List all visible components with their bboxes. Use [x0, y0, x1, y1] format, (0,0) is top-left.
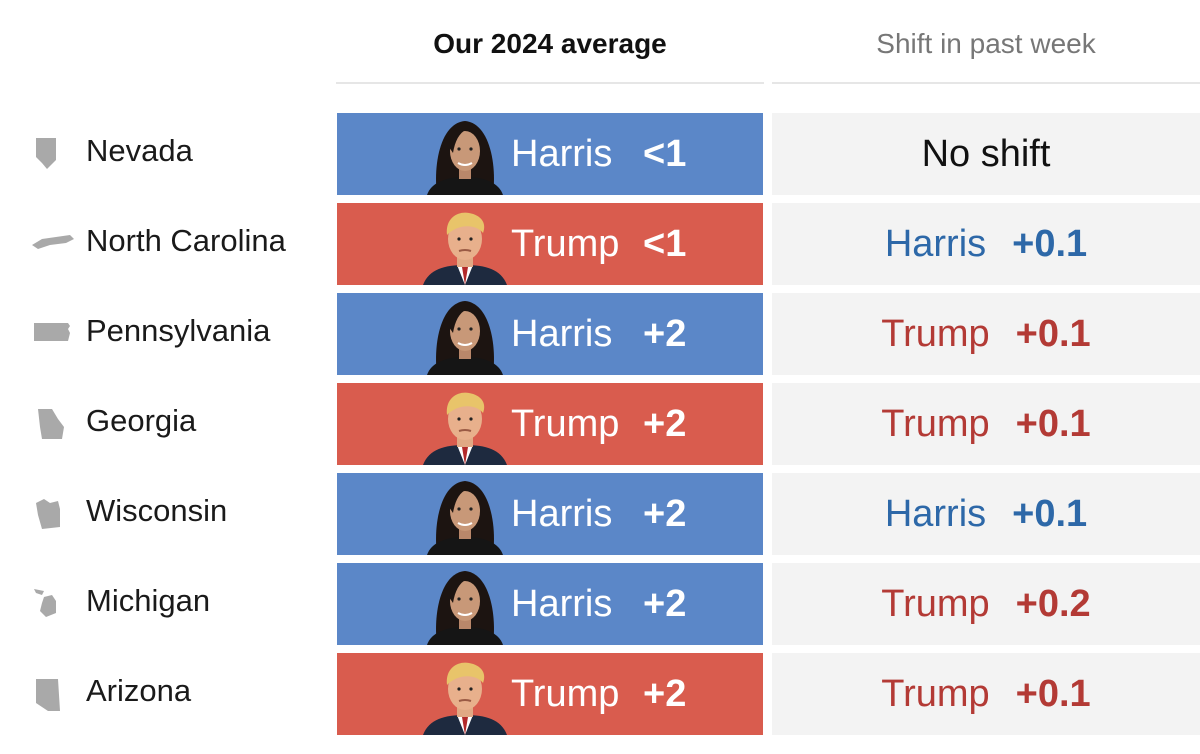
- average-column-header: Our 2024 average: [336, 0, 764, 84]
- state-name: Georgia: [86, 403, 197, 438]
- average-bar: Harris +2: [337, 563, 763, 645]
- average-bar: Trump <1: [337, 203, 763, 285]
- arizona-icon: [36, 679, 60, 711]
- shift-text: Harris +0.1: [772, 473, 1200, 555]
- georgia-icon: [38, 409, 64, 439]
- shift-cell: Trump +0.1: [772, 653, 1200, 735]
- shift-leader-label: Harris: [884, 493, 987, 535]
- shift-value: +0.1: [1015, 403, 1091, 445]
- shift-header-label: Shift in past week: [876, 28, 1096, 59]
- leader-label: Harris: [511, 583, 613, 625]
- margin-value: <1: [643, 223, 687, 265]
- leader-label: Harris: [511, 133, 613, 175]
- shift-column-header: Shift in past week: [772, 0, 1200, 84]
- shift-leader-label: Trump: [881, 673, 990, 715]
- state-name: Pennsylvania: [86, 313, 271, 348]
- shift-leader-label: Trump: [881, 403, 990, 445]
- table-row: Wisconsin Harris +2 Harris +0.1: [0, 473, 1200, 555]
- margin-value: +2: [643, 673, 687, 715]
- leader-label: Trump: [511, 673, 620, 715]
- michigan-icon: [34, 589, 56, 617]
- shift-cell: Harris +0.1: [772, 473, 1200, 555]
- state-name: Michigan: [86, 583, 211, 618]
- shift-text: Trump +0.2: [772, 563, 1200, 645]
- leader-label: Harris: [511, 493, 613, 535]
- average-bar: Trump +2: [337, 383, 763, 465]
- margin-value: +2: [643, 403, 687, 445]
- harris-portrait: [427, 301, 503, 375]
- table-row: North Carolina Trump <1 Harris +0.1: [0, 203, 1200, 285]
- table-row: Georgia Trump +2 Trump +0.1: [0, 383, 1200, 465]
- margin-value: <1: [643, 133, 687, 175]
- margin-value: +2: [643, 493, 687, 535]
- table-row: Michigan Harris +2 Trump +0.2: [0, 563, 1200, 645]
- trump-portrait: [423, 212, 507, 285]
- shift-text: No shift: [772, 113, 1200, 195]
- harris-portrait: [427, 571, 503, 645]
- nevada-icon: [36, 138, 56, 169]
- shift-leader-label: Harris: [884, 223, 987, 265]
- north-carolina-icon: [32, 235, 74, 249]
- shift-cell: No shift: [772, 113, 1200, 195]
- state-name: Arizona: [86, 673, 192, 708]
- wisconsin-icon: [36, 499, 60, 529]
- shift-text: Trump +0.1: [772, 383, 1200, 465]
- harris-portrait: [427, 481, 503, 555]
- shift-leader-label: Trump: [881, 583, 990, 625]
- shift-text: Harris +0.1: [772, 203, 1200, 285]
- margin-value: +2: [643, 313, 687, 355]
- table-row: Nevada Harris <1 No shift: [0, 113, 1200, 195]
- shift-value: +0.1: [1015, 673, 1091, 715]
- shift-value: +0.1: [1012, 223, 1088, 265]
- leader-label: Harris: [511, 313, 613, 355]
- shift-value: +0.2: [1015, 583, 1091, 625]
- margin-value: +2: [643, 583, 687, 625]
- shift-cell: Trump +0.1: [772, 383, 1200, 465]
- state-name: Wisconsin: [86, 493, 228, 528]
- state-name: Nevada: [86, 133, 193, 168]
- table-row: Pennsylvania Harris +2 Trump +0.1: [0, 293, 1200, 375]
- average-bar: Trump +2: [337, 653, 763, 735]
- shift-value: +0.1: [1012, 493, 1088, 535]
- table-row: Arizona Trump +2 Trump +0.1: [0, 653, 1200, 735]
- leader-label: Trump: [511, 403, 620, 445]
- average-header-label: Our 2024 average: [433, 28, 667, 59]
- trump-portrait: [423, 662, 507, 735]
- trump-portrait: [423, 392, 507, 465]
- shift-cell: Trump +0.1: [772, 293, 1200, 375]
- shift-leader-label: Trump: [881, 313, 990, 355]
- shift-leader-label: No shift: [921, 133, 1051, 175]
- average-bar: Harris +2: [337, 293, 763, 375]
- shift-cell: Trump +0.2: [772, 563, 1200, 645]
- shift-value: +0.1: [1015, 313, 1091, 355]
- harris-portrait: [427, 121, 503, 195]
- shift-cell: Harris +0.1: [772, 203, 1200, 285]
- average-bar: Harris +2: [337, 473, 763, 555]
- leader-label: Trump: [511, 223, 620, 265]
- state-name: North Carolina: [86, 223, 286, 258]
- shift-text: Trump +0.1: [772, 293, 1200, 375]
- shift-text: Trump +0.1: [772, 653, 1200, 735]
- pennsylvania-icon: [34, 323, 70, 341]
- average-bar: Harris <1: [337, 113, 763, 195]
